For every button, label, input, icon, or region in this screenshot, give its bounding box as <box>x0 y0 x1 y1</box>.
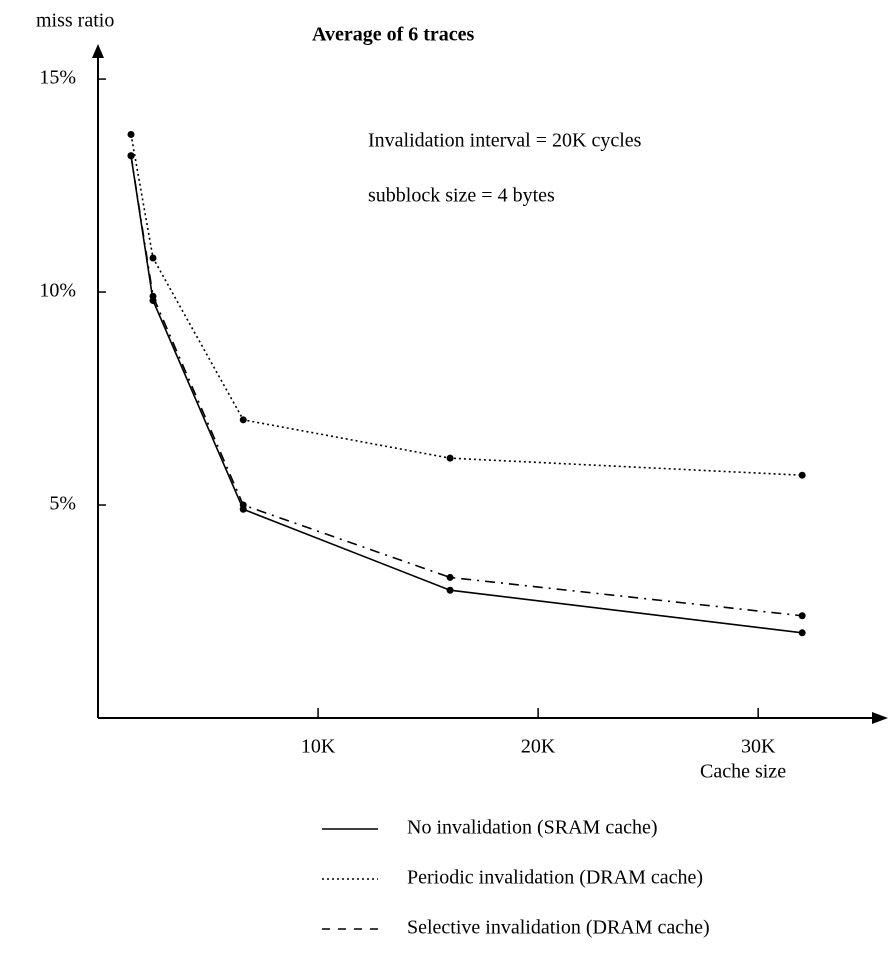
legend-label: Selective invalidation (DRAM cache) <box>407 917 710 939</box>
annotation: subblock size = 4 bytes <box>368 185 555 207</box>
point <box>239 501 247 509</box>
y-tick-label: 10% <box>39 280 76 302</box>
point <box>798 471 806 479</box>
x-tick-label: 20K <box>521 736 556 758</box>
legend-label: No invalidation (SRAM cache) <box>407 817 658 839</box>
x-tick-label: 10K <box>301 736 336 758</box>
chart-title: Average of 6 traces <box>312 24 475 46</box>
point <box>798 612 806 620</box>
x-axis-label: Cache size <box>700 761 786 783</box>
series-line <box>130 155 803 634</box>
point <box>127 152 135 160</box>
point <box>446 454 454 462</box>
series-line <box>130 155 803 617</box>
point <box>127 130 135 138</box>
y-tick-label: 5% <box>49 493 76 515</box>
point <box>446 573 454 581</box>
y-tick-label: 15% <box>39 67 76 89</box>
legend-label: Periodic invalidation (DRAM cache) <box>407 867 703 889</box>
x-axis-arrow <box>872 712 888 724</box>
point <box>149 292 157 300</box>
annotation: Invalidation interval = 20K cycles <box>368 130 642 152</box>
y-axis-label: miss ratio <box>36 10 114 32</box>
point <box>149 254 157 262</box>
x-tick-label: 30K <box>741 736 776 758</box>
y-axis-arrow <box>92 44 104 58</box>
point <box>798 629 806 637</box>
point <box>446 586 454 594</box>
point <box>239 416 247 424</box>
